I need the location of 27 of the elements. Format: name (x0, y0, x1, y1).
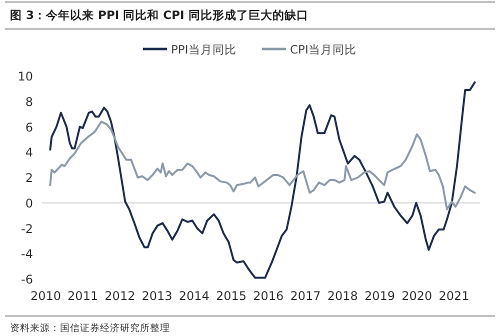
y-tick-label: 8 (25, 94, 33, 109)
line-series (49, 120, 476, 210)
y-tick-label: -2 (21, 222, 33, 236)
y-tick-label: -4 (21, 247, 33, 262)
x-tick-label: 2010 (30, 289, 61, 303)
y-tick-label: 0 (25, 196, 33, 210)
y-tick-label: 6 (25, 120, 33, 134)
text: 资料来源：国信证券经济研究所整理 (10, 322, 170, 334)
x-tick-label: 2014 (178, 289, 210, 303)
y-tick-label: 10 (18, 70, 33, 84)
y-tick-label: 2 (25, 171, 33, 185)
x-tick-label: 2018 (327, 289, 358, 303)
y-tick-label: -6 (21, 272, 33, 286)
x-tick-label: 2011 (68, 289, 98, 303)
x-tick-label: 2015 (216, 289, 247, 303)
chart-title: 图 3：今年以来 PPI 同比和 CPI 同比形成了巨大的缺口 (10, 8, 308, 22)
x-tick-label: 2012 (104, 289, 136, 303)
x-tick-label: 2017 (290, 289, 321, 303)
x-tick-label: 2020 (402, 289, 432, 303)
x-tick-label: 2021 (438, 289, 470, 303)
x-tick-label: 2013 (142, 289, 172, 303)
legend-label: PPI当月同比 (171, 42, 236, 56)
x-tick-label: 2019 (364, 289, 396, 303)
x-tick-label: 2016 (253, 289, 284, 303)
legend-label: CPI当月同比 (290, 42, 356, 56)
line-series (49, 81, 476, 279)
y-tick-label: 4 (25, 146, 33, 160)
